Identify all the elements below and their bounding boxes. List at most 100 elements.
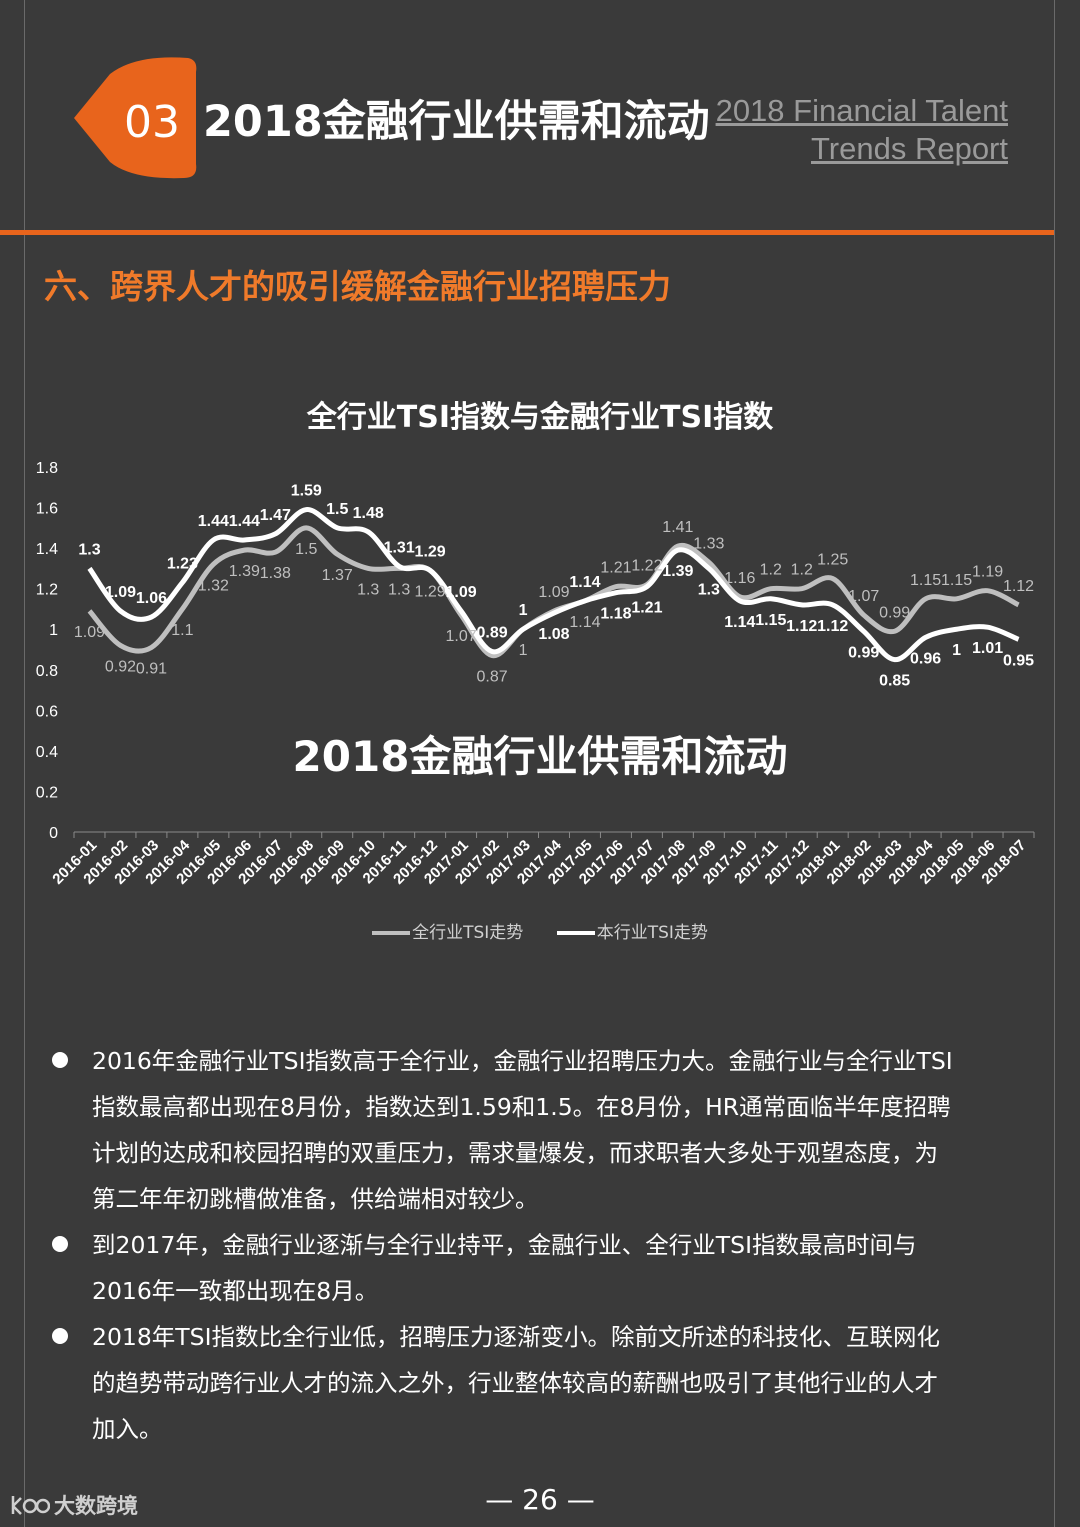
section-heading: 六、跨界人才的吸引缓解金融行业招聘压力 (44, 267, 671, 306)
data-label-all-industry: 1.38 (260, 565, 291, 582)
data-label-all-industry: 1.15 (910, 572, 941, 589)
bullet-line: 2016年一致都出现在8月。 (92, 1277, 379, 1305)
data-label-finance: 1.12 (817, 618, 848, 635)
section-number: 03 (124, 97, 180, 148)
legend-item-finance: 本行业TSI走势 (556, 918, 708, 948)
header-english-title: 2018 Financial Talent Trends Report (690, 92, 1008, 168)
y-tick-label: 1 (49, 622, 58, 639)
chart-title: 全行业TSI指数与金融行业TSI指数 (306, 400, 774, 435)
data-label-finance: 1.59 (291, 483, 322, 500)
bullet-line: 2016年金融行业TSI指数高于全行业，金融行业招聘压力大。金融行业与全行业TS… (92, 1047, 953, 1075)
data-label-finance: 1.15 (755, 612, 786, 629)
data-label-all-industry: 1.21 (600, 560, 631, 577)
data-label-all-industry: 0.91 (136, 660, 167, 677)
data-label-all-industry: 1.16 (724, 570, 755, 587)
data-label-finance: 1.44 (229, 513, 260, 530)
data-label-finance: 1.21 (631, 600, 662, 617)
bullet-line: 指数最高都出现在8月份，指数达到1.59和1.5。在8月份，HR通常面临半年度招… (92, 1093, 951, 1121)
data-label-finance: 1.14 (569, 574, 600, 591)
data-label-all-industry: 1.5 (295, 541, 317, 558)
legend-label-all-industry: 全行业TSI走势 (412, 923, 524, 943)
data-label-all-industry: 1.07 (848, 588, 879, 605)
logo-text: 大数跨境 (54, 1494, 138, 1518)
y-tick-label: 0.4 (36, 744, 58, 761)
logo-mark-icon (11, 1496, 50, 1515)
header-divider (0, 230, 1054, 235)
section-badge-shape (74, 57, 197, 179)
data-label-all-industry: 1 (519, 642, 528, 659)
bullet-line: 的趋势带动跨行业人才的流入之外，行业整体较高的薪酬也吸引了其他行业的人才 (92, 1369, 938, 1397)
bullet-item: 2016年金融行业TSI指数高于全行业，金融行业招聘压力大。金融行业与全行业TS… (52, 1038, 1022, 1222)
y-tick-label: 1.2 (36, 582, 58, 599)
data-label-finance: 0.95 (1003, 652, 1034, 669)
data-label-finance: 1.47 (260, 507, 291, 524)
data-label-finance: 1.31 (384, 539, 415, 556)
chart-watermark: 2018金融行业供需和流动 (292, 732, 788, 781)
header-english-line-1: 2018 Financial Talent (715, 93, 1008, 128)
data-label-finance: 1.09 (105, 584, 136, 601)
y-tick-label: 1.8 (36, 460, 58, 477)
data-label-finance: 1.5 (326, 501, 348, 518)
page-border-right (1054, 0, 1055, 1527)
page-border-left (24, 0, 25, 1527)
data-label-finance: 1.3 (698, 581, 720, 598)
data-label-all-industry: 1.33 (693, 535, 724, 552)
data-label-all-industry: 1.14 (569, 614, 600, 631)
data-label-finance: 1.09 (446, 584, 477, 601)
data-label-all-industry: 0.92 (105, 658, 136, 675)
data-label-finance: 0.99 (848, 644, 879, 661)
data-label-all-industry: 1.29 (415, 583, 446, 600)
legend-label-finance: 本行业TSI走势 (596, 923, 708, 943)
data-label-finance: 1.39 (662, 563, 693, 580)
tsi-line-chart: 00.20.40.60.811.21.41.61.82016-012016-02… (36, 460, 1035, 888)
data-label-all-industry: 1.32 (198, 577, 229, 594)
bullet-list: 2016年金融行业TSI指数高于全行业，金融行业招聘压力大。金融行业与全行业TS… (52, 1038, 1022, 1452)
data-label-all-industry: 1.07 (446, 628, 477, 645)
bullet-line: 加入。 (92, 1415, 163, 1443)
data-label-finance: 1.01 (972, 640, 1003, 657)
data-label-finance: 1.06 (136, 590, 167, 607)
data-label-finance: 1.23 (167, 556, 198, 573)
data-label-finance: 0.96 (910, 650, 941, 667)
data-label-all-industry: 1.19 (972, 564, 1003, 581)
legend-swatch-all-industry (372, 931, 411, 935)
data-label-all-industry: 1.1 (171, 622, 193, 639)
page-number: — 26 — (485, 1483, 595, 1516)
data-label-finance: 1.08 (538, 626, 569, 643)
bullet-line: 第二年年初跳槽做准备，供给端相对较少。 (92, 1185, 539, 1213)
data-label-finance: 0.85 (879, 673, 910, 690)
data-label-finance: 1.12 (786, 618, 817, 635)
y-tick-label: 0.6 (36, 703, 58, 720)
bullet-line: 到2017年，金融行业逐渐与全行业持平，金融行业、全行业TSI指数最高时间与 (92, 1231, 917, 1259)
bullet-dot-icon (52, 1236, 68, 1252)
data-label-all-industry: 1.12 (1003, 578, 1034, 595)
data-label-all-industry: 0.99 (879, 604, 910, 621)
bullet-line: 2018年TSI指数比全行业低，招聘压力逐渐变小。除前文所述的科技化、互联网化 (92, 1323, 941, 1351)
data-label-all-industry: 1.3 (357, 581, 379, 598)
data-label-finance: 1.44 (198, 513, 229, 530)
legend-swatch-finance (556, 931, 595, 935)
data-label-all-industry: 1.3 (388, 581, 410, 598)
data-label-all-industry: 1.39 (229, 563, 260, 580)
data-label-finance: 1.48 (353, 505, 384, 522)
data-label-all-industry: 1.41 (662, 519, 693, 536)
page-header: 03 2018金融行业供需和流动 2018 Financial Talent T… (0, 0, 1080, 240)
y-tick-label: 0.2 (36, 784, 58, 801)
header-english-line-2: Trends Report (811, 131, 1008, 166)
bullet-dot-icon (52, 1052, 68, 1068)
y-tick-label: 1.6 (36, 501, 58, 518)
data-label-finance: 1.18 (600, 606, 631, 623)
bullet-line: 计划的达成和校园招聘的双重压力，需求量爆发，而求职者大多处于观望态度，为 (92, 1139, 938, 1167)
legend-item-all-industry: 全行业TSI走势 (372, 918, 523, 948)
data-label-finance: 0.89 (476, 625, 507, 642)
header-title: 2018金融行业供需和流动 (203, 97, 710, 147)
data-label-finance: 1 (519, 602, 528, 619)
bullet-dot-icon (52, 1328, 68, 1344)
data-label-all-industry: 1.37 (322, 567, 353, 584)
data-label-all-industry: 0.87 (476, 669, 507, 686)
data-label-finance: 1.3 (78, 541, 100, 558)
y-tick-label: 0.8 (36, 663, 58, 680)
data-label-finance: 1.29 (415, 543, 446, 560)
series-line-finance (87, 507, 1020, 663)
data-label-all-industry: 1.09 (538, 584, 569, 601)
